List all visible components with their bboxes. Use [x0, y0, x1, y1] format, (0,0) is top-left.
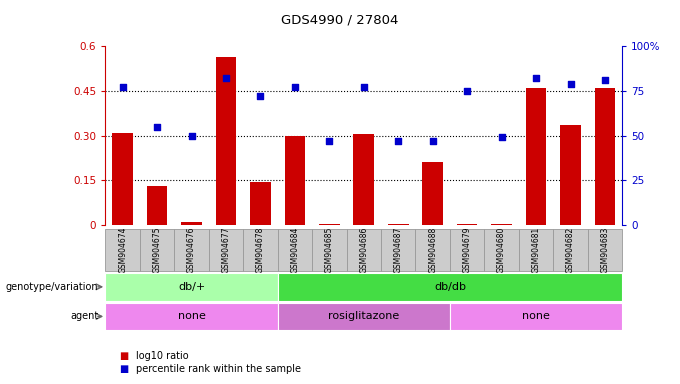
- Bar: [554, 229, 588, 271]
- Bar: [450, 303, 622, 330]
- Bar: [147, 186, 167, 225]
- Point: [462, 88, 473, 94]
- Bar: [588, 229, 622, 271]
- Text: GSM904686: GSM904686: [359, 227, 369, 273]
- Bar: [209, 229, 243, 271]
- Bar: [484, 229, 519, 271]
- Bar: [284, 136, 305, 225]
- Text: GSM904676: GSM904676: [187, 227, 196, 273]
- Bar: [112, 132, 133, 225]
- Point: [530, 75, 541, 81]
- Text: GSM904675: GSM904675: [152, 227, 162, 273]
- Point: [255, 93, 266, 99]
- Text: GSM904674: GSM904674: [118, 227, 127, 273]
- Point: [324, 138, 335, 144]
- Text: GSM904685: GSM904685: [325, 227, 334, 273]
- Bar: [519, 229, 554, 271]
- Bar: [560, 125, 581, 225]
- Point: [393, 138, 404, 144]
- Text: none: none: [522, 311, 550, 321]
- Bar: [594, 88, 615, 225]
- Point: [427, 138, 438, 144]
- Bar: [388, 223, 409, 225]
- Bar: [526, 88, 547, 225]
- Bar: [354, 134, 374, 225]
- Point: [186, 132, 197, 139]
- Text: GSM904684: GSM904684: [290, 227, 299, 273]
- Bar: [450, 229, 484, 271]
- Bar: [250, 182, 271, 225]
- Text: GSM904687: GSM904687: [394, 227, 403, 273]
- Text: GSM904677: GSM904677: [222, 227, 231, 273]
- Text: ■: ■: [119, 364, 129, 374]
- Text: GSM904681: GSM904681: [532, 227, 541, 273]
- Text: ■: ■: [119, 351, 129, 361]
- Text: db/+: db/+: [178, 282, 205, 292]
- Bar: [457, 223, 477, 225]
- Point: [152, 124, 163, 130]
- Text: GSM904680: GSM904680: [497, 227, 506, 273]
- Point: [565, 81, 576, 87]
- Text: GDS4990 / 27804: GDS4990 / 27804: [282, 13, 398, 26]
- Text: GSM904682: GSM904682: [566, 227, 575, 273]
- Text: rosiglitazone: rosiglitazone: [328, 311, 399, 321]
- Bar: [174, 229, 209, 271]
- Bar: [243, 229, 277, 271]
- Bar: [319, 223, 340, 225]
- Point: [600, 77, 611, 83]
- Bar: [347, 229, 381, 271]
- Text: genotype/variation: genotype/variation: [6, 282, 99, 292]
- Point: [117, 84, 128, 90]
- Bar: [415, 229, 450, 271]
- Bar: [140, 229, 174, 271]
- Bar: [491, 223, 512, 225]
- Bar: [422, 162, 443, 225]
- Point: [290, 84, 301, 90]
- Bar: [216, 56, 237, 225]
- Text: GSM904678: GSM904678: [256, 227, 265, 273]
- Bar: [277, 273, 622, 301]
- Text: GSM904688: GSM904688: [428, 227, 437, 273]
- Text: agent: agent: [70, 311, 99, 321]
- Text: log10 ratio: log10 ratio: [136, 351, 188, 361]
- Bar: [105, 303, 277, 330]
- Bar: [277, 229, 312, 271]
- Bar: [105, 229, 140, 271]
- Point: [496, 134, 507, 141]
- Text: percentile rank within the sample: percentile rank within the sample: [136, 364, 301, 374]
- Bar: [277, 303, 450, 330]
- Bar: [312, 229, 347, 271]
- Text: GSM904679: GSM904679: [462, 227, 472, 273]
- Text: none: none: [177, 311, 205, 321]
- Bar: [105, 273, 277, 301]
- Point: [358, 84, 369, 90]
- Text: GSM904683: GSM904683: [600, 227, 609, 273]
- Bar: [381, 229, 415, 271]
- Point: [220, 75, 231, 81]
- Text: db/db: db/db: [434, 282, 466, 292]
- Bar: [181, 222, 202, 225]
